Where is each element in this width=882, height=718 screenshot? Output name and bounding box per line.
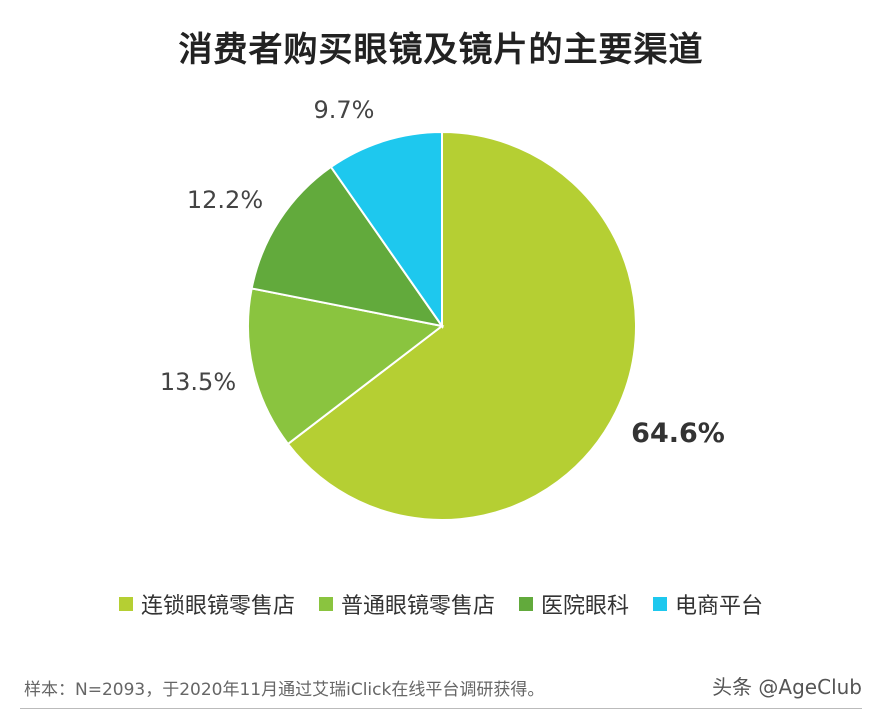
legend-swatch (653, 597, 668, 611)
legend-item-4: 电商平台 (653, 588, 763, 620)
slice-value-label-4: 9.7% (314, 96, 375, 124)
legend-swatch (318, 597, 333, 611)
pie-slice-1 (286, 130, 637, 521)
legend-item-1: 连锁眼镜零售店 (118, 588, 295, 620)
legend-label: 电商平台 (675, 594, 764, 619)
slice-value-label-1: 64.6% (631, 418, 725, 449)
slice-value-label-2: 13.5% (160, 368, 236, 396)
legend-item-3: 医院眼科 (519, 588, 629, 620)
footer-divider (20, 708, 862, 709)
watermark-text: 头条 @AgeClub (712, 675, 862, 699)
legend-swatch (519, 597, 533, 611)
legend-swatch (118, 597, 133, 611)
chart-title: 消费者购买眼镜及镜片的主要渠道 (178, 30, 704, 70)
pie-slice-3 (250, 165, 445, 328)
legend-label: 医院眼科 (541, 594, 630, 619)
legend-label: 普通眼镜零售店 (340, 594, 495, 619)
legend: 连锁眼镜零售店 普通眼镜零售店 医院眼科 电商平台 (0, 588, 882, 620)
pie-slice-4 (329, 130, 443, 330)
source-footnote: 样本：N=2093，于2020年11月通过艾瑞iClick在线平台调研获得。 (24, 680, 545, 700)
legend-label: 连锁眼镜零售店 (140, 594, 295, 619)
pie-slice-2 (247, 287, 445, 446)
slice-value-label-3: 12.2% (187, 186, 263, 214)
legend-item-2: 普通眼镜零售店 (318, 588, 495, 620)
